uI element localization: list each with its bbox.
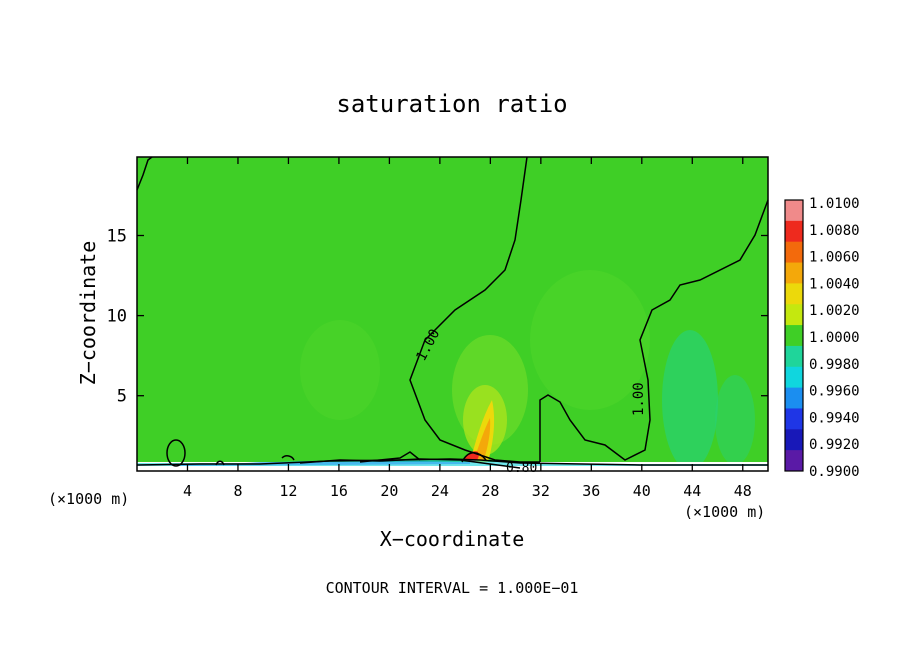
- surface-band: [137, 462, 768, 471]
- x-tick-label: 24: [431, 482, 449, 500]
- colorbar-label: 0.9920: [809, 437, 860, 453]
- x-tick-label: 36: [582, 482, 600, 500]
- y-tick-label: 10: [107, 307, 127, 327]
- x-tick-label: 28: [481, 482, 499, 500]
- x-unit-right: (×1000 m): [684, 503, 765, 521]
- y-axis-label: Z−coordinate: [76, 241, 100, 386]
- colorbar-label: 0.9960: [809, 384, 860, 400]
- x-tick-label: 48: [734, 482, 752, 500]
- colorbar-swatch: [785, 429, 803, 451]
- colorbar-swatch: [785, 408, 803, 430]
- x-tick-label: 32: [532, 482, 550, 500]
- plume-orange: [474, 418, 491, 460]
- colorbar-swatch: [785, 387, 803, 409]
- contour-interval-note: CONTOUR INTERVAL = 1.000E−01: [326, 579, 579, 597]
- contour-1-00-right: [539, 199, 769, 462]
- x-axis: 4 8 12 16 20 24 28 32 36 40 44 48: [183, 157, 752, 500]
- y-tick-label: 15: [107, 227, 127, 247]
- colorbar-swatch: [785, 304, 803, 326]
- contour-1-00-left: [409, 156, 540, 463]
- contour-label: 1.00: [631, 382, 647, 416]
- colorbar-label: 1.0020: [809, 303, 860, 319]
- x-tick-label: 44: [683, 482, 701, 500]
- plot-area: 1.00 1.00 0.80: [136, 156, 769, 476]
- x-tick-label: 16: [330, 482, 348, 500]
- field-patch: [662, 330, 718, 470]
- field-background: [137, 157, 768, 471]
- colorbar-swatch: [785, 450, 803, 472]
- field-patch: [300, 320, 380, 420]
- contour-label: 0.80: [506, 461, 537, 476]
- chart-title: saturation ratio: [336, 90, 567, 118]
- plot-frame: [136, 156, 769, 472]
- colorbar-label: 1.0040: [809, 276, 860, 292]
- x-unit-left: (×1000 m): [48, 490, 129, 508]
- surface-blue: [180, 461, 470, 466]
- colorbar-frame: [784, 199, 804, 472]
- colorbar-label: 1.0080: [809, 223, 860, 239]
- contour-surface-5: [215, 460, 225, 466]
- colorbar-label: 1.0000: [809, 330, 860, 346]
- x-tick-label: 4: [183, 482, 192, 500]
- colorbar: 1.0100 1.0080 1.0060 1.0040 1.0020 1.0000 0.99…: [784, 196, 860, 480]
- field-patch: [530, 270, 650, 410]
- contour-surface-4: [281, 455, 295, 461]
- contour-surface-6: [461, 452, 487, 463]
- colorbar-swatch: [785, 220, 803, 243]
- x-tick-label: 12: [279, 482, 297, 500]
- y-tick-label: 5: [117, 387, 127, 407]
- colorbar-label: 0.9980: [809, 357, 860, 373]
- colorbar-label: 1.0060: [809, 250, 860, 266]
- x-tick-label: 40: [633, 482, 651, 500]
- field-patch: [715, 375, 755, 465]
- colorbar-swatch: [785, 262, 803, 284]
- colorbar-swatch: [785, 366, 803, 389]
- x-tick-label: 20: [380, 482, 398, 500]
- contour-surface-3: [359, 451, 421, 463]
- contour-lines: [136, 156, 769, 469]
- colorbar-label: 1.0100: [809, 196, 860, 212]
- x-axis-label: X−coordinate: [380, 527, 525, 551]
- colorbar-swatch: [785, 345, 803, 368]
- y-axis: 5 10 15: [107, 227, 768, 407]
- colorbar-swatch: [785, 241, 803, 264]
- plume-yellow: [470, 400, 495, 462]
- x-tick-label: 8: [233, 482, 242, 500]
- colorbar-swatch: [785, 325, 803, 347]
- colorbar-label: 0.9940: [809, 410, 860, 426]
- contour-top-left: [136, 156, 153, 191]
- colorbar-swatch: [785, 283, 803, 305]
- contour-closed-small: [166, 439, 186, 467]
- colorbar-swatch: [785, 200, 803, 222]
- colorbar-label: 0.9900: [809, 464, 860, 480]
